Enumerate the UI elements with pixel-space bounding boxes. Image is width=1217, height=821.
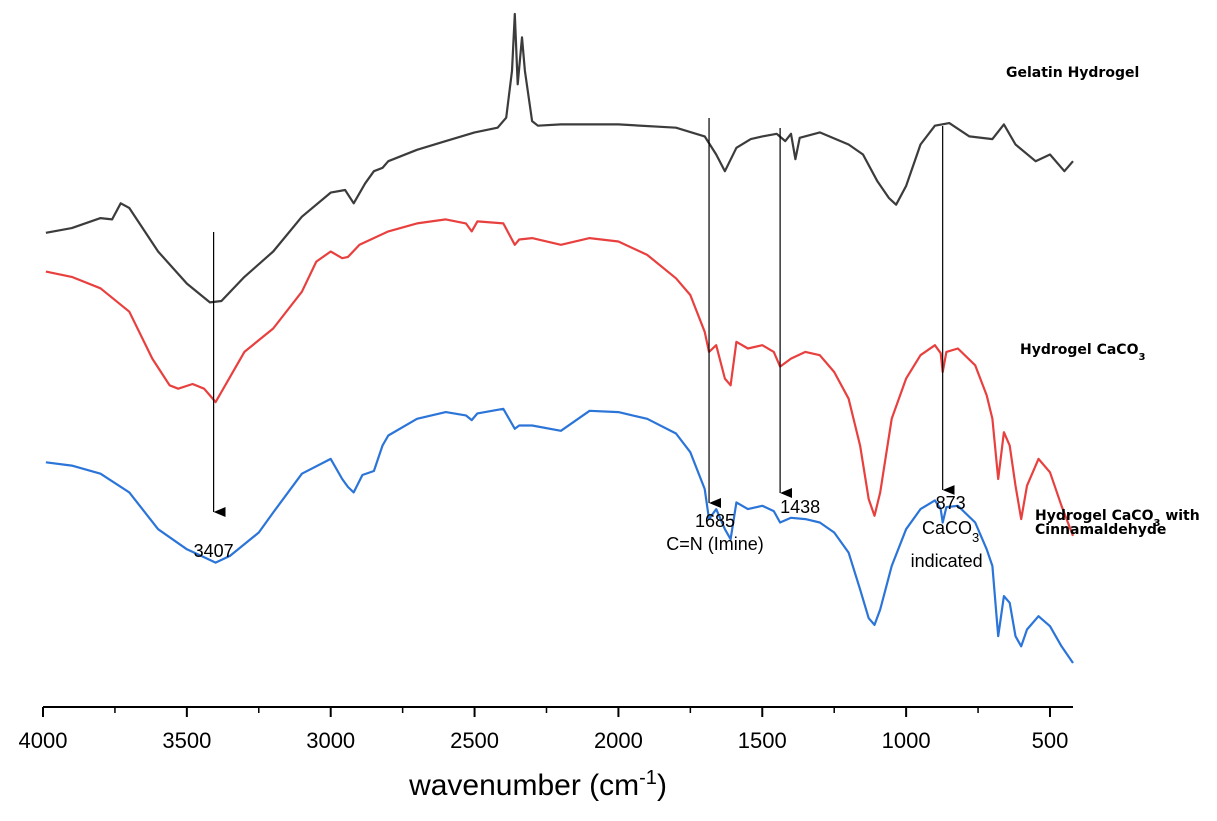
x-tick-label-2000: 2000: [594, 728, 643, 753]
series-line-2: [45, 218, 1075, 537]
annotation-label-1685-0: 1685: [695, 511, 735, 531]
x-axis-title-sup: -1: [639, 767, 657, 789]
x-tick-label-2500: 2500: [450, 728, 499, 753]
series-label-3: Hydrogel CaCO3 with Cinnamaldehyde: [1035, 508, 1200, 538]
series-label-text-cont: with: [1160, 508, 1199, 524]
annotation-layer: 3407 1685 C=N (Imine) 1438 873 CaCO3 indicated: [194, 118, 983, 571]
x-tick-label-4000: 4000: [19, 728, 68, 753]
series-label-subscript: 3: [1138, 352, 1145, 363]
x-tick-label-1500: 1500: [738, 728, 787, 753]
x-tick-label-500: 500: [1032, 728, 1069, 753]
series-label-subscript: 3: [1153, 518, 1160, 529]
annotation-label-1438-0: 1438: [780, 497, 820, 517]
series-line-1: [45, 12, 1074, 304]
x-tick-label-3000: 3000: [306, 728, 355, 753]
series-label-text: Hydrogel CaCO: [1035, 508, 1154, 524]
series-label-text: Gelatin Hydrogel: [1006, 65, 1139, 81]
annotation-caco3: CaCO3: [922, 518, 979, 545]
x-axis-title-tail: ): [657, 769, 667, 802]
x-axis: 4000 3500 3000 2500 2000 1500 1000 500: [19, 706, 1073, 753]
x-axis-title-main: wavenumber (cm: [408, 769, 639, 802]
annotation-label-3407-0: 3407: [194, 541, 234, 561]
annotation-label-873: 873: [936, 493, 966, 513]
x-axis-title: wavenumber (cm-1): [408, 767, 667, 802]
annotation-label-1685-1: C=N (Imine): [666, 534, 764, 554]
series-line-3: [45, 407, 1074, 664]
x-tick-label-1000: 1000: [882, 728, 931, 753]
series-label-text: Hydrogel CaCO: [1020, 342, 1139, 358]
series-label-1: Gelatin Hydrogel: [1006, 65, 1139, 81]
series-label-2: Hydrogel CaCO3: [1020, 342, 1145, 363]
annotation-indicated: indicated: [911, 551, 983, 571]
x-tick-label-3500: 3500: [162, 728, 211, 753]
series-label-line2: Cinnamaldehyde: [1035, 522, 1166, 538]
